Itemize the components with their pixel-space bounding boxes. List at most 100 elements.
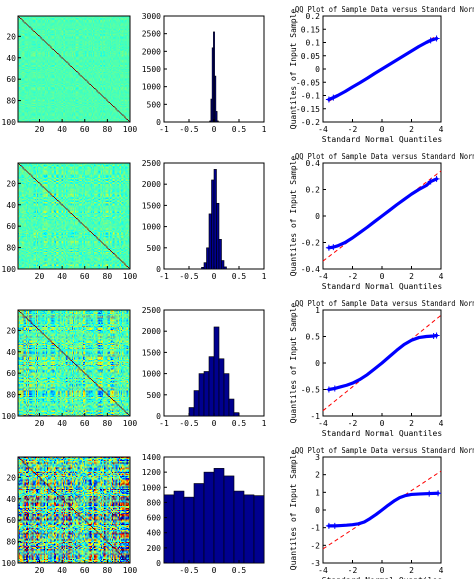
y-tick-label: 2000	[142, 47, 161, 56]
x-tick-label: 2	[409, 566, 414, 575]
x-tick-label: 80	[103, 125, 113, 134]
x-tick-label: 0.5	[232, 566, 247, 575]
y-tick-label: 60	[6, 75, 16, 84]
y-tick-label: 20	[6, 326, 16, 335]
x-tick-label: 100	[123, 419, 138, 428]
qqplot-xlabel: Standard Normal Quantiles	[322, 429, 443, 438]
y-tick-label: 1000	[142, 83, 161, 92]
y-tick-label: 100	[2, 412, 17, 421]
x-tick-label: 80	[103, 272, 113, 281]
y-tick-label: 20	[6, 473, 16, 482]
histogram-bar	[219, 239, 222, 269]
histogram-bar	[219, 359, 224, 416]
x-tick-label: 0.5	[232, 272, 247, 281]
y-tick-label: 500	[147, 244, 162, 253]
x-tick-label: 4	[439, 419, 444, 428]
x-tick-label: 60	[80, 272, 90, 281]
y-tick-label: -0.4	[301, 265, 320, 274]
y-tick-label: 1500	[142, 65, 161, 74]
x-tick-label: 1	[262, 125, 267, 134]
x-tick-label: 0.5	[232, 419, 247, 428]
y-tick-label: 100	[2, 118, 17, 127]
y-tick-label: -0.1	[301, 92, 320, 101]
x-tick-label: 0	[380, 419, 385, 428]
y-tick-label: 2000	[142, 327, 161, 336]
y-tick-label: 600	[147, 514, 162, 523]
y-tick-label: -0.5	[301, 386, 320, 395]
y-tick-label: 2000	[142, 180, 161, 189]
histogram-bar	[214, 169, 217, 269]
y-tick-label: -0.15	[296, 105, 320, 114]
x-tick-label: 100	[123, 566, 138, 575]
y-tick-label: 40	[6, 201, 16, 210]
qqplot-xlabel: Standard Normal Quantiles	[322, 282, 443, 291]
correlation-matrix-image	[18, 457, 130, 563]
histogram-bar	[184, 497, 194, 563]
x-tick-label: 80	[103, 419, 113, 428]
x-tick-label: -0.5	[179, 566, 198, 575]
y-tick-label: 80	[6, 538, 16, 547]
histogram-bar	[214, 327, 219, 416]
y-tick-label: -1	[310, 412, 320, 421]
histogram-bar	[234, 413, 239, 416]
x-tick-label: 80	[103, 566, 113, 575]
histogram-bar	[194, 484, 204, 564]
y-tick-label: 40	[6, 54, 16, 63]
y-tick-label: 0.05	[301, 52, 320, 61]
y-tick-label: 500	[147, 100, 162, 109]
histogram-bar	[194, 391, 199, 416]
histogram-bar	[204, 371, 209, 416]
x-tick-label: 60	[80, 566, 90, 575]
histogram-bar	[229, 399, 234, 416]
y-tick-label: 0	[156, 118, 161, 127]
x-tick-label: -2	[348, 566, 358, 575]
x-tick-label: 0	[380, 125, 385, 134]
correlation-matrix-image	[18, 163, 130, 269]
y-tick-label: 100	[2, 559, 17, 568]
histogram-bar	[174, 491, 184, 563]
histogram-bar	[209, 214, 212, 269]
qqplot-ylabel: Quantiles of Input Sample	[289, 450, 298, 571]
histogram-bar	[204, 263, 207, 269]
x-tick-label: 0	[212, 566, 217, 575]
qqplot-title: QQ Plot of Sample Data versus Standard N…	[295, 446, 474, 455]
y-tick-label: 0	[156, 559, 161, 568]
y-tick-label: 1500	[142, 348, 161, 357]
x-tick-label: -0.5	[179, 125, 198, 134]
x-tick-label: 4	[439, 272, 444, 281]
y-tick-label: 20	[6, 32, 16, 41]
qqplot-title: QQ Plot of Sample Data versus Standard N…	[295, 5, 474, 14]
y-tick-label: 0	[315, 506, 320, 515]
y-tick-label: -0.05	[296, 78, 320, 87]
y-tick-label: 1000	[142, 483, 161, 492]
histogram-bar	[207, 248, 210, 269]
y-tick-label: 1200	[142, 468, 161, 477]
x-tick-label: 0.5	[232, 125, 247, 134]
y-tick-label: 3000	[142, 12, 161, 21]
x-tick-label: 100	[123, 125, 138, 134]
y-tick-label: 0.15	[301, 25, 320, 34]
x-tick-label: 20	[35, 272, 45, 281]
x-tick-label: 100	[123, 272, 138, 281]
qqplot-ylabel: Quantiles of Input Sample	[289, 156, 298, 277]
x-tick-label: 0	[380, 566, 385, 575]
histogram-bar	[224, 267, 227, 269]
y-tick-label: 80	[6, 391, 16, 400]
y-tick-label: 80	[6, 97, 16, 106]
y-tick-label: 60	[6, 369, 16, 378]
histogram-bar	[254, 496, 264, 563]
histogram-bar	[204, 472, 214, 563]
x-tick-label: 0	[212, 419, 217, 428]
y-tick-label: 1	[315, 488, 320, 497]
y-tick-label: 0	[315, 359, 320, 368]
x-tick-label: 60	[80, 419, 90, 428]
x-tick-label: 0	[212, 125, 217, 134]
x-tick-label: 20	[35, 125, 45, 134]
x-tick-label: -2	[348, 272, 358, 281]
y-tick-label: 200	[147, 544, 162, 553]
y-tick-label: 2500	[142, 30, 161, 39]
histogram-bar	[224, 374, 229, 416]
x-tick-label: 4	[439, 125, 444, 134]
qqplot-ylabel: Quantiles of Input Sample	[289, 9, 298, 130]
